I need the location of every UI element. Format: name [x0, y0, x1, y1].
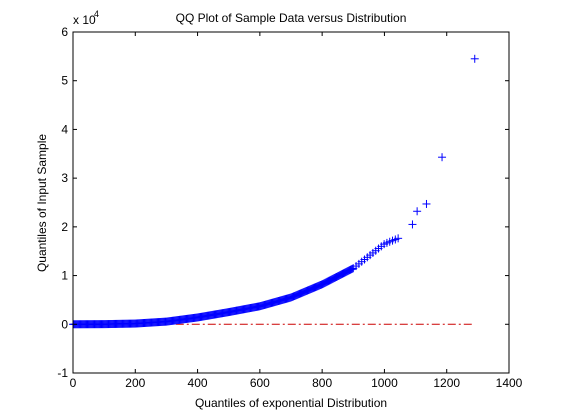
y-tick-label: 0 — [61, 317, 68, 331]
x-tick-label: 800 — [312, 376, 332, 390]
x-tick-label: 400 — [188, 376, 208, 390]
y-tick-label: 6 — [61, 25, 68, 39]
y-exponent-label: x 10 — [73, 13, 96, 27]
x-tick-label: 600 — [250, 376, 270, 390]
data-point-outlier — [438, 153, 447, 162]
y-tick-label: 1 — [61, 269, 68, 283]
data-point-outlier — [422, 199, 431, 208]
y-axis-label: Quantiles of Input Sample — [35, 134, 49, 272]
plot-area — [73, 32, 509, 373]
y-tick-label: 5 — [61, 74, 68, 88]
y-tick-label: 4 — [61, 122, 68, 136]
data-point-outlier — [413, 207, 422, 216]
x-tick-label: 1200 — [433, 376, 460, 390]
data-layer — [69, 54, 479, 329]
y-tick-label: 3 — [61, 171, 68, 185]
y-tick-label: -1 — [57, 366, 68, 380]
y-tick-label: 2 — [61, 220, 68, 234]
x-axis-label: Quantiles of exponential Distribution — [195, 396, 387, 410]
x-tick-label: 1000 — [371, 376, 398, 390]
data-point-outlier — [408, 220, 417, 229]
axes-box — [72, 31, 510, 374]
data-point — [394, 234, 403, 243]
data-point-outlier — [470, 54, 479, 63]
x-tick-label: 200 — [125, 376, 145, 390]
x-tick-label: 0 — [70, 376, 77, 390]
chart-title: QQ Plot of Sample Data versus Distributi… — [176, 11, 407, 25]
x-tick-label: 1400 — [496, 376, 523, 390]
y-exponent-power: 4 — [94, 9, 99, 19]
